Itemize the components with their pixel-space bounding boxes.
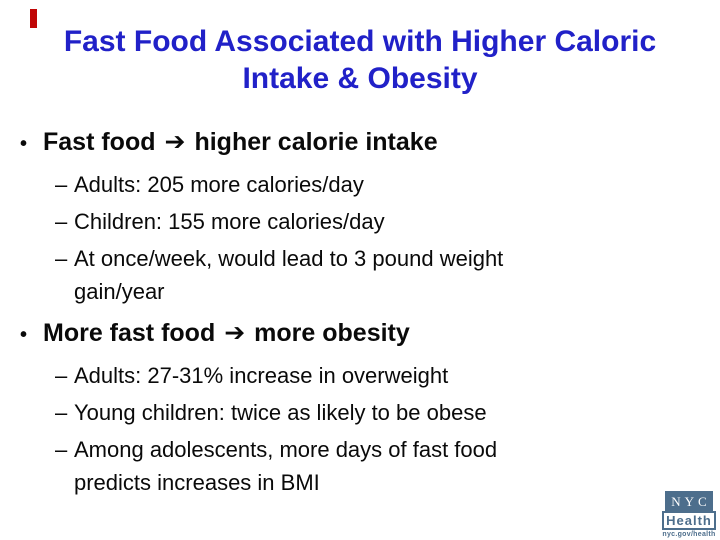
sub-bullet-text: Among adolescents, more days of fast foo… <box>74 433 497 499</box>
title-line-1: Fast Food Associated with Higher Caloric <box>63 25 657 58</box>
sub-bullet-line: Children: 155 more calories/day <box>74 209 385 234</box>
slide-title: Fast Food Associated with Higher Caloric… <box>0 0 720 97</box>
sub-bullet-item: – Adults: 205 more calories/day <box>55 168 720 201</box>
sub-bullet-item: – Adults: 27-31% increase in overweight <box>55 359 720 392</box>
dash-marker: – <box>55 172 68 197</box>
right-arrow-icon: ➔ <box>164 127 186 156</box>
nyc-health-logo-nyc: NYC <box>665 491 713 511</box>
right-arrow-icon: ➔ <box>224 318 246 347</box>
dash-marker: – <box>55 400 68 425</box>
sub-bullet-item: – Children: 155 more calories/day <box>55 205 720 238</box>
sub-bullet-line: Young children: twice as likely to be ob… <box>74 400 487 425</box>
dash-marker: – <box>55 246 68 271</box>
title-line-2: Intake & Obesity <box>242 62 478 95</box>
bullet-1-text-pre: Fast food <box>43 128 156 156</box>
bullet-1-text-post: higher calorie intake <box>194 128 438 156</box>
sub-bullet-item: – Among adolescents, more days of fast f… <box>55 433 720 499</box>
bullet-item-2: • More fast food ➔ more obesity <box>20 316 720 352</box>
nyc-health-logo-health: Health <box>662 511 716 530</box>
dash-marker: – <box>55 437 68 462</box>
red-mark <box>30 9 37 28</box>
sub-bullet-text: Children: 155 more calories/day <box>74 205 385 238</box>
bullet-marker: • <box>20 324 28 346</box>
sub-bullet-item: – At once/week, would lead to 3 pound we… <box>55 242 720 308</box>
sub-bullet-text: At once/week, would lead to 3 pound weig… <box>74 242 503 308</box>
sub-bullet-item: – Young children: twice as likely to be … <box>55 396 720 429</box>
sub-bullet-text: Young children: twice as likely to be ob… <box>74 396 487 429</box>
bullet-2-text-pre: More fast food <box>43 319 216 347</box>
sub-bullet-line: predicts increases in BMI <box>74 470 320 495</box>
dash-marker: – <box>55 363 68 388</box>
sub-bullet-line: Adults: 205 more calories/day <box>74 172 364 197</box>
bullet-2-text: More fast food ➔ more obesity <box>43 316 410 350</box>
sub-bullet-line: At once/week, would lead to 3 pound weig… <box>74 246 504 271</box>
nyc-health-logo: NYC Health nyc.gov/health <box>662 491 716 538</box>
bullet-marker: • <box>20 133 28 155</box>
bullet-2-text-post: more obesity <box>254 319 410 347</box>
bullet-1-text: Fast food ➔ higher calorie intake <box>43 125 438 159</box>
bullet-item-1: • Fast food ➔ higher calorie intake <box>20 125 720 161</box>
sub-bullet-line: Adults: 27-31% increase in overweight <box>74 363 449 388</box>
dash-marker: – <box>55 209 68 234</box>
sub-bullet-text: Adults: 27-31% increase in overweight <box>74 359 448 392</box>
sub-bullet-line: Among adolescents, more days of fast foo… <box>74 437 498 462</box>
slide-body: • Fast food ➔ higher calorie intake – Adul… <box>0 125 720 499</box>
nyc-health-logo-url: nyc.gov/health <box>662 531 716 538</box>
sub-bullet-line: gain/year <box>74 279 165 304</box>
sub-bullet-text: Adults: 205 more calories/day <box>74 168 364 201</box>
